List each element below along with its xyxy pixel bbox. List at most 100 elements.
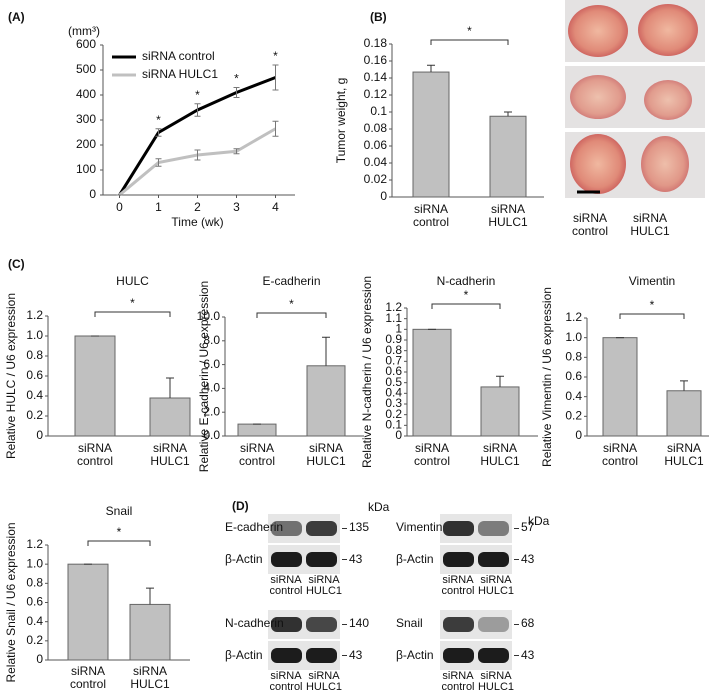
y-tick-label: 1.2 <box>26 537 43 551</box>
y-tick-label: 0.3 <box>385 396 402 410</box>
y-tick-label: 1.2 <box>385 300 402 314</box>
y-tick-label: 300 <box>76 112 96 126</box>
unit-label: kDa <box>528 514 550 528</box>
y-tick-label: 0 <box>380 189 387 203</box>
error-bar <box>233 148 240 155</box>
error-bar <box>504 111 512 117</box>
significance-mark: * <box>273 49 278 63</box>
significance-mark: * <box>117 525 122 539</box>
x-tick-label: siRNA control <box>76 441 114 468</box>
x-tick-label: siRNA HULC1 <box>664 441 704 468</box>
y-tick-label: 0.8 <box>26 576 43 590</box>
significance-mark: * <box>650 298 655 312</box>
x-tick-label: siRNA control <box>238 441 276 468</box>
bar <box>666 390 702 437</box>
y-tick-label: 0.4 <box>26 388 43 402</box>
y-tick-label: 0.6 <box>26 368 43 382</box>
blot-band <box>478 617 509 632</box>
y-tick-label: 0.2 <box>26 408 43 422</box>
y-tick-label: 0.4 <box>565 389 582 403</box>
significance-mark: * <box>289 297 294 311</box>
y-tick-label: 2.0 <box>203 404 220 418</box>
legend-label: siRNA control <box>142 49 215 63</box>
blot-band <box>443 552 474 567</box>
bar <box>74 335 116 437</box>
protein-label: Vimentin <box>396 520 442 534</box>
blot-band <box>271 521 302 536</box>
y-tick-label: 0 <box>36 652 43 666</box>
y-tick-label: 0.0 <box>203 428 220 442</box>
error-bar <box>272 120 279 137</box>
error-bar <box>155 128 162 137</box>
x-tick-label: siRNA HULC1 <box>130 664 170 691</box>
x-axis-label: Time (wk) <box>171 215 223 229</box>
bar <box>489 115 527 198</box>
kda-marker: 140 <box>349 616 369 630</box>
x-tick-label: 3 <box>233 200 240 214</box>
protein-label: E-cadherin <box>225 520 283 534</box>
bar <box>129 603 171 661</box>
significance-mark: * <box>130 296 135 310</box>
y-tick-label: 0.18 <box>364 36 388 50</box>
y-tick-label: 0.04 <box>364 155 388 169</box>
y-tick-label: 0.12 <box>364 87 388 101</box>
y-tick-label: 600 <box>76 37 96 51</box>
y-tick-label: 0 <box>395 428 402 442</box>
lane-label: siRNA control <box>269 670 303 693</box>
y-axis-label: Relative E-cadherin / U6 expression <box>197 281 211 472</box>
legend-label: siRNA HULC1 <box>142 67 218 81</box>
chart-title: Snail <box>106 504 133 518</box>
y-tick-label: 0.06 <box>364 138 388 152</box>
y-axis-label: Relative Vimentin / U6 expression <box>540 287 554 467</box>
x-tick-label: siRNA HULC1 <box>488 202 528 229</box>
tumor <box>568 5 628 57</box>
y-tick-label: 0.2 <box>385 407 402 421</box>
kda-marker: 68 <box>521 616 535 630</box>
y-tick-label: 100 <box>76 162 96 176</box>
protein-label: N-cadherin <box>225 616 284 630</box>
significance-bracket <box>619 313 685 319</box>
unit-label: kDa <box>368 500 390 514</box>
lane-label: siRNA control <box>441 574 475 597</box>
significance-mark: * <box>156 113 161 127</box>
y-tick-label: 0.7 <box>385 354 402 368</box>
panel-label: (A) <box>8 10 25 24</box>
error-bar <box>322 336 330 366</box>
error-bar <box>427 64 435 73</box>
y-tick-label: 0.9 <box>385 332 402 346</box>
blot-band <box>306 648 337 663</box>
y-tick-label: 200 <box>76 137 96 151</box>
error-bar <box>194 149 201 161</box>
y-tick-label: 1.0 <box>565 330 582 344</box>
blot-band <box>478 521 509 536</box>
blot-band <box>306 521 337 536</box>
blot-band <box>271 552 302 567</box>
significance-bracket <box>87 540 151 546</box>
series-line <box>118 127 277 197</box>
lane-label: siRNA control <box>269 574 303 597</box>
y-tick-label: 0.8 <box>26 348 43 362</box>
loading-control-label: β-Actin <box>396 648 434 662</box>
bar <box>412 328 452 437</box>
error-bar <box>496 375 504 387</box>
significance-mark: * <box>464 288 469 302</box>
loading-control-label: β-Actin <box>225 648 263 662</box>
y-tick-label: 0.6 <box>26 595 43 609</box>
lane-label: siRNA HULC1 <box>305 574 343 597</box>
y-tick-label: 1.0 <box>26 328 43 342</box>
blot-band <box>478 552 509 567</box>
kda-marker: 43 <box>521 552 535 566</box>
error-bar <box>194 103 201 117</box>
kda-marker: 43 <box>349 552 363 566</box>
lane-label: siRNA HULC1 <box>305 670 343 693</box>
y-tick-label: 0.14 <box>364 70 388 84</box>
tumor <box>570 75 626 119</box>
chart-title: Vimentin <box>629 274 675 288</box>
kda-marker: 43 <box>521 648 535 662</box>
significance-bracket <box>94 311 171 317</box>
protein-label: Snail <box>396 616 423 630</box>
y-axis-label: Relative N-cadherin / U6 expression <box>360 276 374 468</box>
chart-title: N-cadherin <box>437 274 496 288</box>
y-tick-label: 0.16 <box>364 53 388 67</box>
